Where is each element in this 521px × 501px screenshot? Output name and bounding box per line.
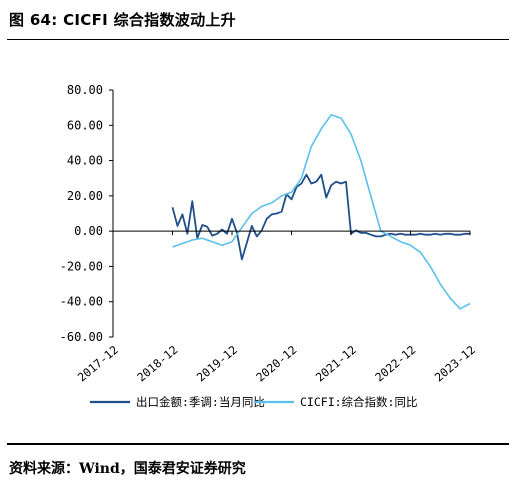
y-tick-label: -20.00 (60, 259, 103, 273)
y-tick-label: 40.00 (67, 154, 103, 168)
y-tick-label: 20.00 (67, 189, 103, 203)
chart-svg: 80.00 60.00 40.00 20.00 0.00 -20.00 -40.00 -60.… (60, 83, 478, 409)
figure-title: 图 64: CICFI 综合指数波动上升 (9, 11, 236, 29)
legend-label-1: 出口金额:季调:当月同比 (136, 395, 265, 409)
legend-label-2: CICFI:综合指数:同比 (300, 395, 417, 409)
x-tick-label: 2018-12 (134, 343, 180, 385)
y-tick-label: 80.00 (67, 83, 103, 97)
y-tick-label: -60.00 (60, 330, 103, 344)
x-tick-label: 2023-12 (432, 343, 478, 385)
y-tick-label: -40.00 (60, 295, 103, 309)
y-tick-label: 0.00 (74, 224, 103, 238)
x-tick-label: 2019-12 (194, 343, 240, 385)
source-rule (7, 443, 509, 445)
title-rule (7, 39, 509, 40)
y-tick-label: 60.00 (67, 118, 103, 132)
source-note: 资料来源：Wind，国泰君安证券研究 (9, 461, 246, 477)
x-tick-label: 2021-12 (313, 343, 359, 385)
series-line-1 (171, 173, 470, 261)
x-tick-label: 2020-12 (253, 343, 299, 385)
x-tick-label: 2022-12 (372, 343, 418, 385)
x-tick-label: 2017-12 (75, 343, 121, 385)
series-line-2 (172, 113, 471, 310)
